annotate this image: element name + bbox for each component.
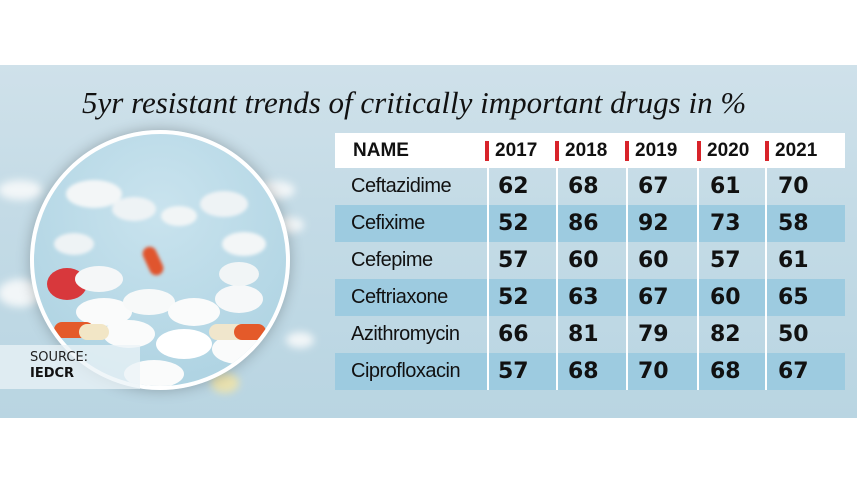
value-cell: 67 — [778, 359, 809, 384]
value-cell: 61 — [710, 174, 741, 199]
value-cell: 79 — [638, 322, 669, 347]
value-cell: 68 — [568, 359, 599, 384]
column-header-year: 2018 — [555, 133, 607, 168]
header-marker — [555, 140, 559, 161]
source-label: SOURCE: — [30, 350, 89, 365]
value-cell: 57 — [498, 248, 529, 273]
value-cell: 81 — [568, 322, 599, 347]
column-divider — [487, 168, 489, 390]
drug-name: Ciprofloxacin — [351, 360, 461, 382]
value-cell: 52 — [498, 211, 529, 236]
value-cell: 73 — [710, 211, 741, 236]
table-row: Ceftazidime 62 68 67 61 70 — [335, 168, 845, 205]
column-divider — [626, 168, 628, 390]
header-marker — [697, 140, 701, 161]
drug-name: Cefixime — [351, 212, 425, 234]
value-cell: 86 — [568, 211, 599, 236]
value-cell: 60 — [710, 285, 741, 310]
column-header-label: 2020 — [707, 139, 750, 161]
value-cell: 57 — [710, 248, 741, 273]
value-cell: 92 — [638, 211, 669, 236]
value-cell: 67 — [638, 285, 669, 310]
value-cell: 68 — [568, 174, 599, 199]
table-row: Ciprofloxacin 57 68 70 68 67 — [335, 353, 845, 390]
table-header: NAME 2017 2018 2019 2020 2021 — [335, 133, 845, 168]
table-row: Cefixime 52 86 92 73 58 — [335, 205, 845, 242]
column-header-label: 2019 — [635, 139, 678, 161]
value-cell: 60 — [568, 248, 599, 273]
drug-name: Cefepime — [351, 249, 433, 271]
column-divider — [697, 168, 699, 390]
source-value: IEDCR — [30, 366, 75, 381]
column-header-label: 2017 — [495, 139, 538, 161]
value-cell: 82 — [710, 322, 741, 347]
column-header-year: 2021 — [765, 133, 817, 168]
value-cell: 62 — [498, 174, 529, 199]
source-box: SOURCE: IEDCR — [0, 345, 140, 389]
header-marker — [485, 140, 489, 161]
column-divider — [556, 168, 558, 390]
value-cell: 65 — [778, 285, 809, 310]
value-cell: 70 — [638, 359, 669, 384]
value-cell: 50 — [778, 322, 809, 347]
infographic-panel: 5yr resistant trends of critically impor… — [0, 65, 857, 418]
table-row: Azithromycin 66 81 79 82 50 — [335, 316, 845, 353]
column-header-label: NAME — [353, 139, 409, 161]
column-header-name: NAME — [353, 133, 409, 168]
drug-name: Ceftriaxone — [351, 286, 448, 308]
header-marker — [765, 140, 769, 161]
value-cell: 60 — [638, 248, 669, 273]
column-header-label: 2021 — [775, 139, 818, 161]
value-cell: 67 — [638, 174, 669, 199]
value-cell: 61 — [778, 248, 809, 273]
value-cell: 63 — [568, 285, 599, 310]
value-cell: 52 — [498, 285, 529, 310]
column-divider — [765, 168, 767, 390]
value-cell: 66 — [498, 322, 529, 347]
column-header-year: 2020 — [697, 133, 749, 168]
column-header-label: 2018 — [565, 139, 608, 161]
value-cell: 70 — [778, 174, 809, 199]
data-table: NAME 2017 2018 2019 2020 2021 Ceftazidime 62 68… — [335, 133, 845, 390]
drug-name: Ceftazidime — [351, 175, 452, 197]
value-cell: 68 — [710, 359, 741, 384]
table-row: Ceftriaxone 52 63 67 60 65 — [335, 279, 845, 316]
column-header-year: 2019 — [625, 133, 677, 168]
chart-title: 5yr resistant trends of critically impor… — [82, 85, 747, 120]
drug-name: Azithromycin — [351, 323, 460, 345]
header-marker — [625, 140, 629, 161]
value-cell: 58 — [778, 211, 809, 236]
column-header-year: 2017 — [485, 133, 537, 168]
table-row: Cefepime 57 60 60 57 61 — [335, 242, 845, 279]
value-cell: 57 — [498, 359, 529, 384]
